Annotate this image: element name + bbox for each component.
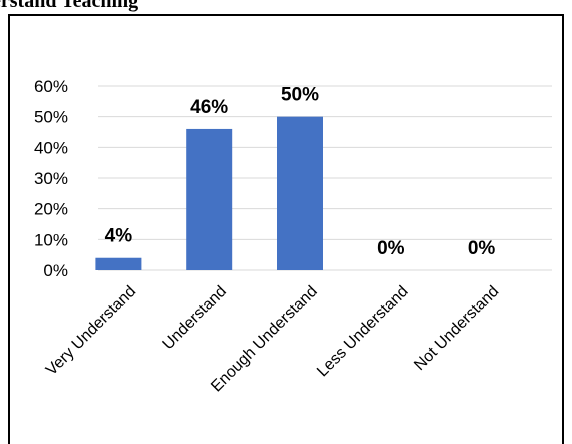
y-tick-label: 50%	[34, 108, 68, 127]
category-label: Understand	[160, 283, 231, 354]
y-tick-label: 10%	[34, 230, 68, 249]
data-label: 46%	[190, 97, 228, 118]
y-tick-label: 0%	[43, 261, 68, 280]
gridlines	[98, 85, 552, 271]
y-tick-label: 20%	[34, 200, 68, 219]
data-label: 0%	[377, 238, 405, 259]
bar	[95, 257, 142, 270]
figure-heading: erstand Teaching	[0, 0, 139, 12]
category-label: Less Understand	[314, 283, 412, 381]
y-tick-label: 60%	[34, 77, 68, 96]
bar	[277, 116, 323, 271]
data-labels: 4% 46% 50% 0% 0%	[105, 85, 496, 259]
chart-frame	[8, 14, 564, 444]
y-axis-tick-labels: 0% 10% 20% 30% 40% 50% 60%	[34, 77, 68, 280]
category-label: Not Understand	[411, 283, 502, 374]
y-tick-label: 30%	[34, 169, 68, 188]
y-tick-label: 40%	[34, 138, 68, 157]
data-label: 4%	[105, 226, 133, 247]
data-label: 0%	[468, 238, 496, 259]
category-label: Very Understand	[43, 283, 139, 379]
data-label: 50%	[281, 85, 319, 106]
bar	[186, 128, 233, 270]
bars	[95, 116, 323, 271]
